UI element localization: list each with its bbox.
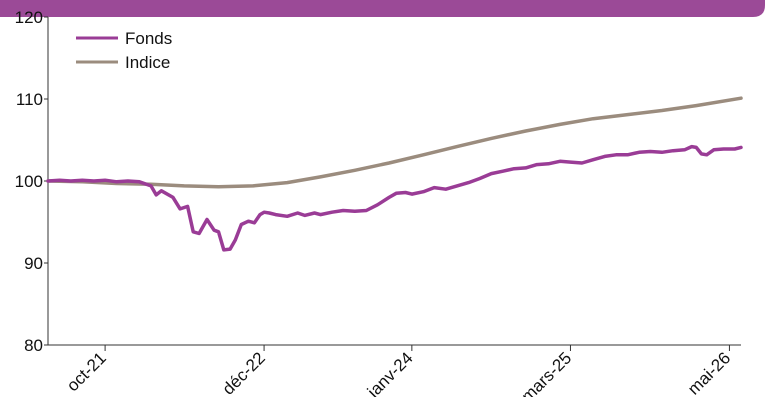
x-tick-label: oct-21 bbox=[63, 348, 110, 395]
header-bar bbox=[0, 0, 765, 17]
legend-label-indice: Indice bbox=[125, 53, 170, 72]
y-tick-label: 80 bbox=[24, 336, 43, 355]
x-tick-label: janv-24 bbox=[363, 348, 417, 397]
legend-label-fonds: Fonds bbox=[125, 29, 172, 48]
series-line-indice bbox=[46, 96, 743, 189]
x-tick-label: mars-25 bbox=[518, 348, 576, 397]
axes: 80 90 100 110 120 oct-21 déc-22 janv-24 mars-25 m… bbox=[15, 8, 741, 402]
y-tick-label: 100 bbox=[15, 172, 43, 191]
series-lines bbox=[46, 96, 743, 252]
y-tick-label: 110 bbox=[16, 90, 43, 109]
series-line-fonds bbox=[46, 144, 743, 252]
x-tick-label: mai-26 bbox=[684, 348, 734, 397]
y-tick-label: 90 bbox=[24, 254, 43, 273]
y-tick-label: 120 bbox=[15, 8, 43, 27]
x-tick-label: déc-22 bbox=[219, 348, 269, 397]
legend: Fonds Indice bbox=[76, 29, 172, 72]
